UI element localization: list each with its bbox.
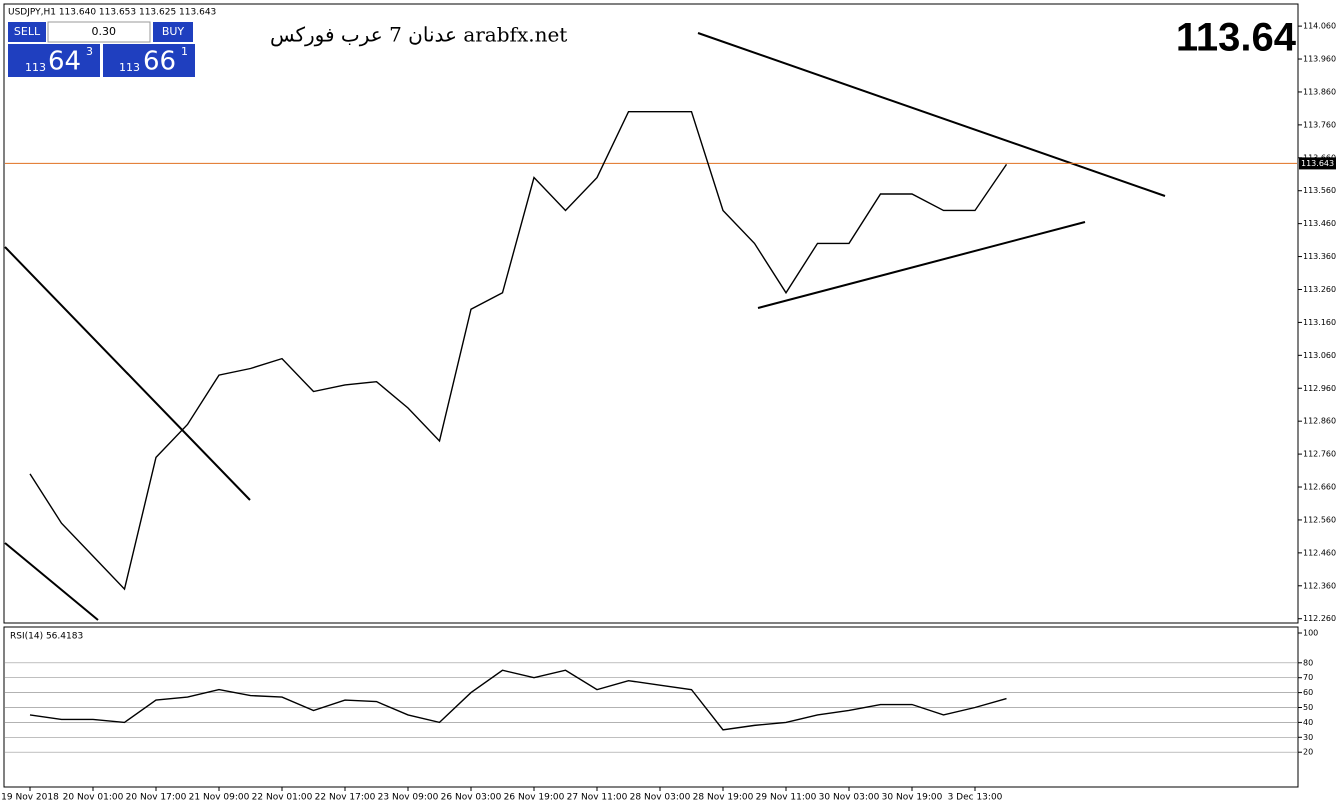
x-tick-label: 28 Nov 19:00 [693, 793, 754, 803]
y-tick-label: 112.460 [1303, 548, 1336, 557]
x-tick-label: 26 Nov 03:00 [441, 793, 502, 803]
header: USDJPY,H1 113.640 113.653 113.625 113.64… [8, 8, 216, 18]
buy-frac: 1 [181, 45, 188, 58]
y-tick-label: 40 [1303, 718, 1313, 727]
x-tick-label: 27 Nov 11:00 [567, 793, 628, 803]
sell-big: 113 [25, 61, 46, 74]
trendline [697, 32, 1166, 197]
buy-label[interactable]: BUY [162, 25, 185, 38]
lot-input[interactable] [47, 21, 151, 43]
buy-pips: 66 [143, 47, 176, 77]
price-line [29, 669, 1007, 731]
y-tick-label: 50 [1303, 703, 1313, 712]
x-tick-label: 20 Nov 17:00 [126, 793, 187, 803]
y-tick-label: 112.960 [1303, 384, 1336, 393]
sell-frac: 3 [86, 45, 93, 58]
x-tick-label: 30 Nov 19:00 [882, 793, 943, 803]
y-tick-label: 112.260 [1303, 614, 1336, 623]
current-price-box [1299, 157, 1336, 170]
buy-quote[interactable] [103, 44, 195, 77]
y-tick-label: 113.060 [1303, 351, 1336, 360]
x-tick-label: 29 Nov 11:00 [756, 793, 817, 803]
lot-value: 0.30 [92, 25, 117, 38]
trade-panel: SELL 0.30 BUY 113 64 3 113 66 1 [8, 21, 195, 77]
rsi-frame [3, 626, 1299, 788]
x-tick-label: 21 Nov 09:00 [189, 793, 250, 803]
buy-big: 113 [119, 61, 140, 74]
trendline [4, 542, 99, 621]
y-tick-label: 113.360 [1303, 252, 1336, 261]
price-frame [3, 3, 1299, 624]
rsi-title: RSI(14) 56.4183 [10, 632, 83, 642]
x-tick-label: 23 Nov 09:00 [378, 793, 439, 803]
y-tick-label: 20 [1303, 748, 1313, 757]
sell-quote[interactable] [8, 44, 100, 77]
current-price-label: 113.643 [1301, 159, 1334, 168]
y-tick-label: 113.860 [1303, 87, 1336, 96]
y-tick-label: 80 [1303, 658, 1313, 667]
trendline [757, 221, 1086, 309]
y-tick-label: 112.660 [1303, 483, 1336, 492]
y-tick-label: 113.760 [1303, 120, 1336, 129]
y-tick-label: 60 [1303, 688, 1313, 697]
sell-button[interactable] [8, 22, 46, 42]
y-tick-label: 113.460 [1303, 219, 1336, 228]
watermark: عدنان 7 عرب فوركس arabfx.net [270, 23, 567, 47]
y-tick-label: 113.160 [1303, 318, 1336, 327]
y-tick-label: 112.360 [1303, 581, 1336, 590]
x-tick-label: 30 Nov 03:00 [819, 793, 880, 803]
y-tick-label: 70 [1303, 673, 1313, 682]
sell-label[interactable]: SELL [14, 25, 41, 38]
y-tick-label: 112.760 [1303, 450, 1336, 459]
x-tick-label: 3 Dec 13:00 [948, 793, 1003, 803]
x-tick-label: 20 Nov 01:00 [63, 793, 124, 803]
buy-button[interactable] [153, 22, 193, 42]
x-tick-label: 22 Nov 01:00 [252, 793, 313, 803]
y-tick-label: 112.860 [1303, 417, 1336, 426]
y-tick-label: 113.960 [1303, 55, 1336, 64]
y-tick-label: 112.560 [1303, 515, 1336, 524]
price-line [29, 111, 1008, 591]
y-tick-label: 30 [1303, 733, 1313, 742]
x-tick-label: 26 Nov 19:00 [504, 793, 565, 803]
trendline [4, 246, 251, 501]
x-tick-label: 19 Nov 2018 [1, 793, 59, 803]
y-tick-label: 113.560 [1303, 186, 1336, 195]
y-tick-label: 114.060 [1303, 22, 1336, 31]
x-tick-label: 28 Nov 03:00 [630, 793, 691, 803]
y-tick-label: 113.260 [1303, 285, 1336, 294]
y-tick-label: 100 [1303, 629, 1318, 638]
big-price: 113.64 [1176, 16, 1297, 60]
sell-pips: 64 [48, 47, 81, 77]
x-tick-label: 22 Nov 17:00 [315, 793, 376, 803]
